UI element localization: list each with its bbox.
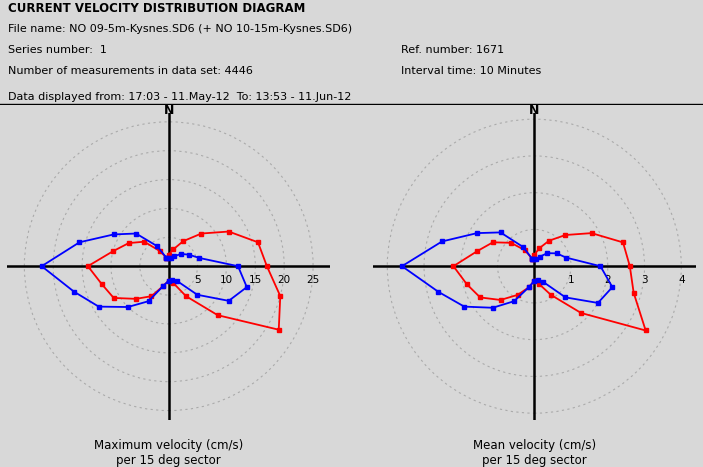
Text: 10: 10 xyxy=(220,275,233,285)
Text: 4: 4 xyxy=(678,275,685,285)
Text: Series number:  1: Series number: 1 xyxy=(8,45,108,55)
Text: 5: 5 xyxy=(194,275,201,285)
Text: 25: 25 xyxy=(307,275,320,285)
Text: 15: 15 xyxy=(249,275,262,285)
Text: Interval time: 10 Minutes: Interval time: 10 Minutes xyxy=(401,66,541,76)
Text: CURRENT VELOCITY DISTRIBUTION DIAGRAM: CURRENT VELOCITY DISTRIBUTION DIAGRAM xyxy=(8,2,306,15)
Text: Mean velocity (cm/s)
per 15 deg sector: Mean velocity (cm/s) per 15 deg sector xyxy=(472,439,596,467)
Text: 2: 2 xyxy=(605,275,611,285)
Text: N: N xyxy=(164,105,174,117)
Text: N: N xyxy=(529,105,539,117)
Text: Maximum velocity (cm/s)
per 15 deg sector: Maximum velocity (cm/s) per 15 deg secto… xyxy=(94,439,243,467)
Text: File name: NO 09-5m-Kysnes.SD6 (+ NO 10-15m-Kysnes.SD6): File name: NO 09-5m-Kysnes.SD6 (+ NO 10-… xyxy=(8,24,353,34)
Text: Data displayed from: 17:03 - 11.May-12  To: 13:53 - 11.Jun-12: Data displayed from: 17:03 - 11.May-12 T… xyxy=(8,92,351,102)
Text: Ref. number: 1671: Ref. number: 1671 xyxy=(401,45,504,55)
Text: 1: 1 xyxy=(568,275,574,285)
Text: Number of measurements in data set: 4446: Number of measurements in data set: 4446 xyxy=(8,66,253,76)
Text: 3: 3 xyxy=(641,275,648,285)
Text: 20: 20 xyxy=(278,275,291,285)
